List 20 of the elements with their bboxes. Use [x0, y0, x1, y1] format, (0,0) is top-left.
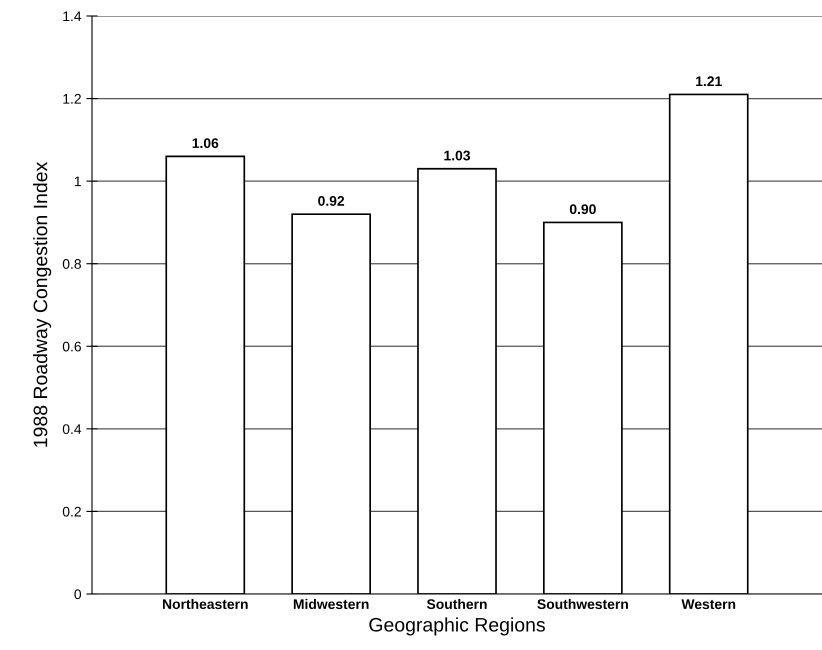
x-tick-label: Southwestern [537, 598, 628, 610]
data-label: 1.21 [696, 76, 722, 86]
y-axis-title: 1988 Roadway Congestion Index [33, 162, 52, 447]
y-tick-label: 0.8 [62, 259, 81, 269]
data-label: 0.90 [570, 204, 596, 214]
x-axis-title: Geographic Regions [369, 617, 545, 636]
y-tick-label: 1.4 [63, 11, 82, 22]
y-tick-label: 0 [74, 589, 82, 600]
y-tick-label: 0.6 [62, 342, 81, 352]
data-label: 1.06 [192, 138, 218, 148]
x-tick-label: Western [681, 599, 736, 610]
data-label: 0.92 [318, 196, 344, 206]
y-tick-label: 0.4 [62, 424, 82, 434]
y-tick-label: 1 [74, 176, 81, 186]
data-label: 1.03 [444, 150, 470, 160]
x-tick-label: Northeastern [162, 598, 248, 610]
x-tick-label: Midwestern [294, 598, 368, 610]
x-tick-label: Southern [426, 598, 487, 610]
y-tick-label: 1.2 [63, 94, 81, 104]
y-tick-label: 0.2 [62, 506, 81, 517]
